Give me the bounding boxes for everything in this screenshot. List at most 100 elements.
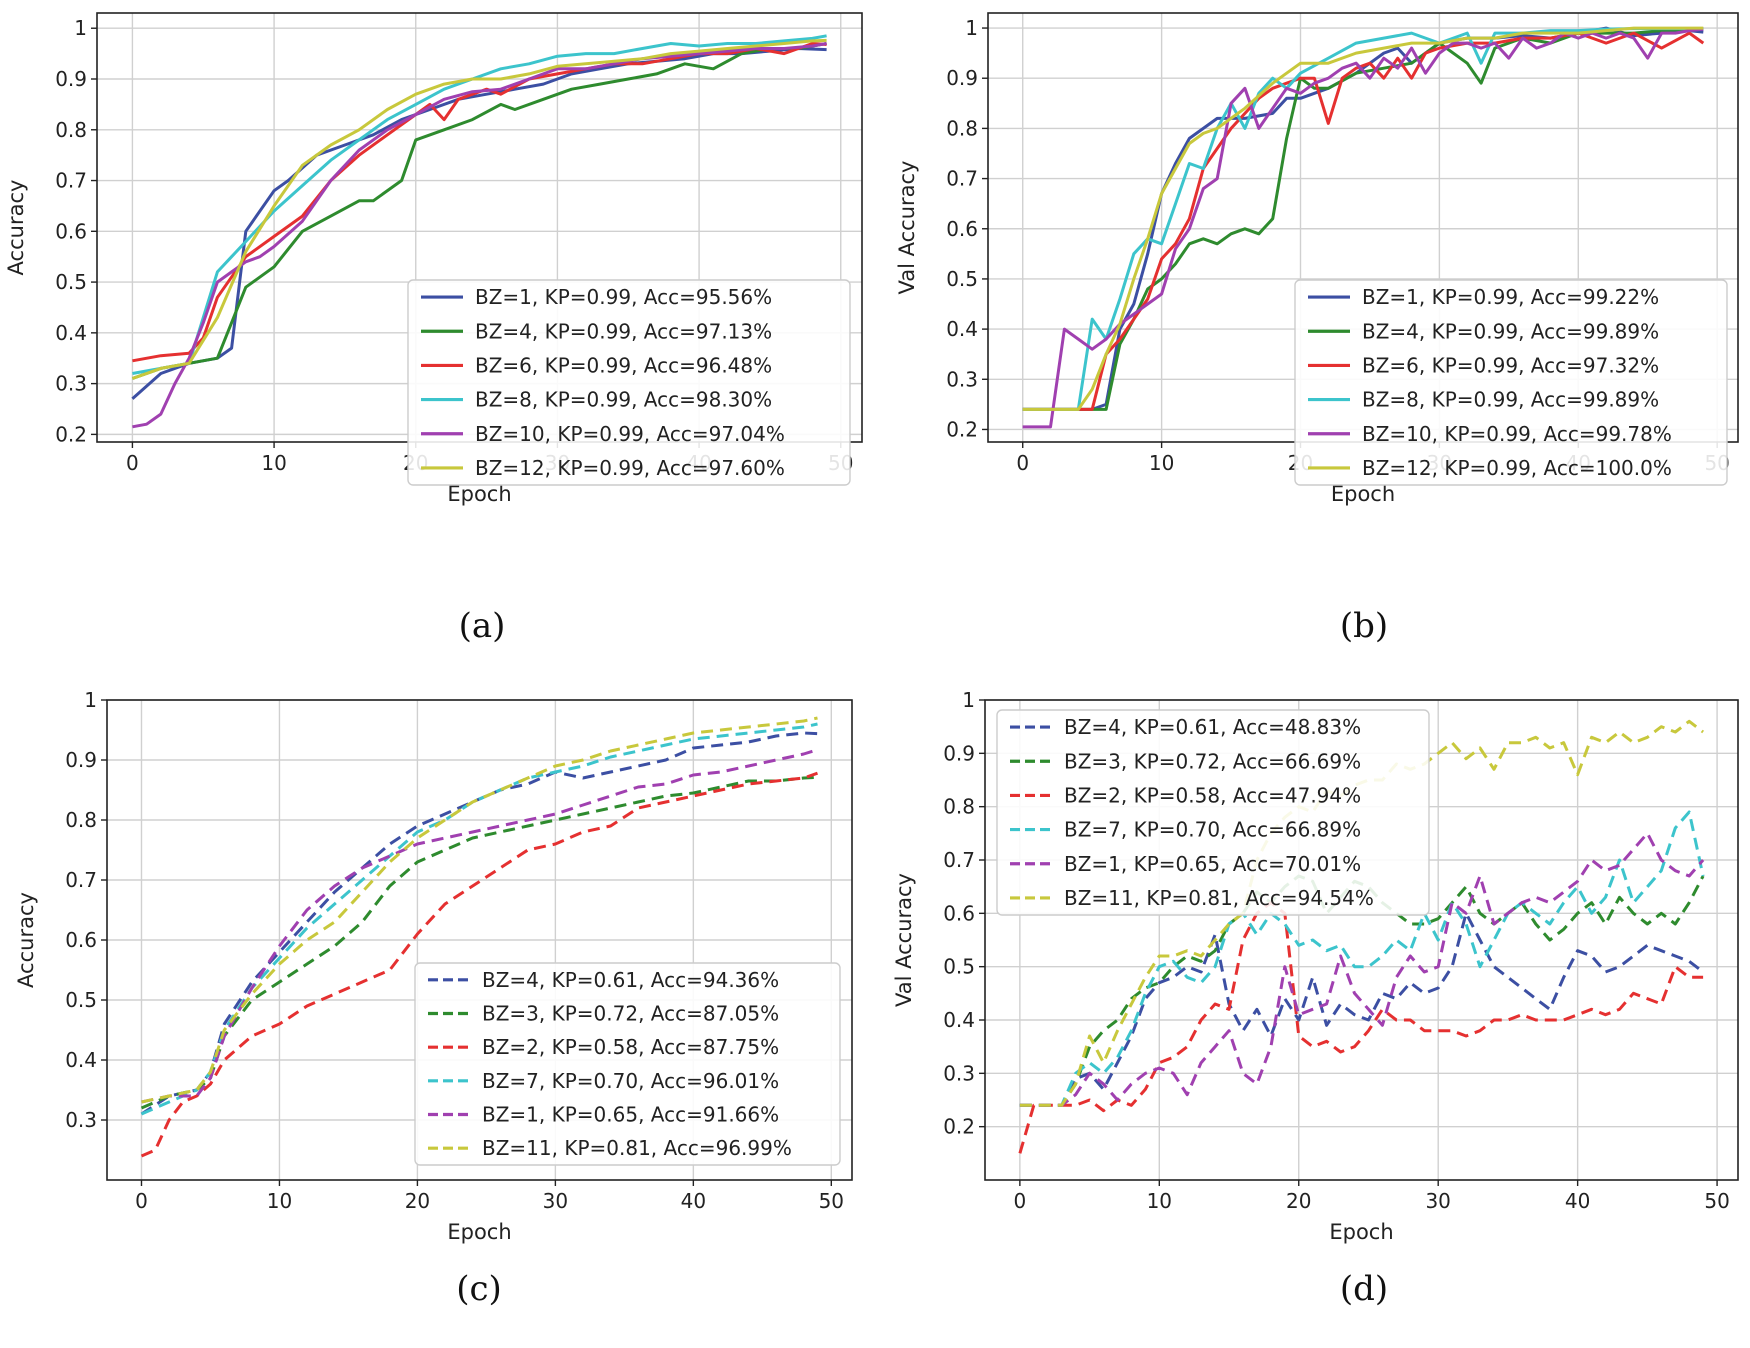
y-tick-label: 1: [84, 688, 97, 712]
legend-box: [414, 962, 841, 1166]
y-tick-label: 0.8: [65, 808, 97, 832]
y-tick-label: 0.2: [55, 422, 87, 446]
y-tick-label: 0.7: [65, 868, 97, 892]
series-line-2: [131, 42, 827, 380]
y-tick-label: 0.5: [65, 988, 97, 1012]
legend-entry-3: BZ=6, KP=0.99, Acc=97.32%: [1362, 353, 1659, 377]
legend-entry-5: BZ=1, KP=0.65, Acc=70.01%: [1064, 852, 1361, 876]
legend-entry-6: BZ=12, KP=0.99, Acc=100.0%: [1362, 456, 1672, 480]
x-tick-label: 40: [1565, 1189, 1590, 1213]
legend-entry-5: BZ=10, KP=0.99, Acc=99.78%: [1362, 422, 1672, 446]
y-axis-label: Val Accuracy: [892, 873, 916, 1007]
series-line-5: [132, 42, 827, 429]
panel-caption: (a): [459, 606, 506, 646]
y-tick-label: 0.2: [943, 1115, 975, 1139]
y-tick-label: 0.3: [943, 1061, 975, 1085]
legend-entry-1: BZ=1, KP=0.99, Acc=95.56%: [475, 285, 772, 309]
x-tick-label: 20: [1286, 1189, 1311, 1213]
y-axis-label: Accuracy: [4, 180, 28, 276]
legend-entry-5: BZ=10, KP=0.99, Acc=97.04%: [475, 422, 785, 446]
x-axis-label: Epoch: [447, 482, 511, 506]
legend-entry-6: BZ=12, KP=0.99, Acc=97.60%: [475, 456, 785, 480]
y-tick-label: 0.6: [946, 217, 978, 241]
series-line-1: [1019, 911, 1705, 1107]
legend-entry-5: BZ=1, KP=0.65, Acc=91.66%: [482, 1103, 779, 1127]
x-tick-label: 0: [135, 1189, 148, 1213]
chart-panel-a: 010203040500.20.30.40.50.60.70.80.91Epoc…: [4, 12, 863, 646]
legend-entry-1: BZ=1, KP=0.99, Acc=99.22%: [1362, 285, 1659, 309]
x-axis-label: Epoch: [447, 1220, 511, 1244]
series-line-6: [131, 38, 827, 380]
y-tick-label: 0.5: [943, 955, 975, 979]
x-tick-label: 0: [126, 451, 139, 475]
legend-box: [1294, 279, 1728, 486]
y-tick-label: 0.4: [55, 321, 87, 345]
x-tick-label: 10: [1147, 1189, 1172, 1213]
x-tick-label: 0: [1016, 451, 1029, 475]
series-line-6: [1022, 26, 1704, 411]
y-tick-label: 0.4: [946, 317, 978, 341]
y-tick-label: 1: [74, 16, 87, 40]
y-tick-label: 0.6: [943, 901, 975, 925]
y-tick-label: 0.4: [65, 1048, 97, 1072]
x-axis-label: Epoch: [1331, 482, 1395, 506]
legend-entry-3: BZ=6, KP=0.99, Acc=96.48%: [475, 353, 772, 377]
x-tick-label: 50: [819, 1189, 844, 1213]
x-tick-label: 30: [1425, 1189, 1450, 1213]
y-tick-label: 0.8: [55, 118, 87, 142]
y-tick-label: 0.2: [946, 417, 978, 441]
y-tick-label: 0.5: [55, 270, 87, 294]
y-tick-label: 0.9: [55, 67, 87, 91]
series-line-3: [1022, 31, 1705, 411]
y-tick-label: 0.8: [943, 795, 975, 819]
legend-entry-4: BZ=8, KP=0.99, Acc=99.89%: [1362, 388, 1659, 412]
y-tick-label: 0.6: [65, 928, 97, 952]
y-tick-label: 0.3: [65, 1108, 97, 1132]
chart-panel-b: 010203040500.20.30.40.50.60.70.80.91Epoc…: [895, 12, 1739, 646]
y-tick-label: 1: [965, 16, 978, 40]
legend-box: [996, 709, 1430, 916]
y-tick-label: 0.3: [55, 372, 87, 396]
panel-caption: (b): [1340, 606, 1388, 646]
x-tick-label: 50: [1704, 1189, 1729, 1213]
legend-box: [407, 279, 851, 486]
series-line-4: [1022, 27, 1704, 411]
legend-entry-4: BZ=7, KP=0.70, Acc=66.89%: [1064, 818, 1361, 842]
x-tick-label: 20: [405, 1189, 430, 1213]
legend-entry-2: BZ=4, KP=0.99, Acc=99.89%: [1362, 319, 1659, 343]
series-line-1: [140, 731, 818, 1116]
plot-frame: [984, 699, 1739, 1181]
panel-caption: (c): [456, 1269, 502, 1309]
x-tick-label: 10: [267, 1189, 292, 1213]
x-tick-label: 10: [261, 451, 286, 475]
y-tick-label: 0.4: [943, 1008, 975, 1032]
legend-entry-2: BZ=3, KP=0.72, Acc=66.69%: [1064, 749, 1361, 773]
x-axis-label: Epoch: [1329, 1220, 1393, 1244]
y-tick-label: 0.9: [943, 741, 975, 765]
legend-entry-4: BZ=8, KP=0.99, Acc=98.30%: [475, 388, 772, 412]
legend-entry-1: BZ=4, KP=0.61, Acc=48.83%: [1064, 715, 1361, 739]
y-tick-label: 0.5: [946, 267, 978, 291]
y-tick-label: 1: [962, 688, 975, 712]
y-tick-label: 0.9: [946, 66, 978, 90]
x-tick-label: 10: [1149, 451, 1174, 475]
series-line-2: [1022, 27, 1704, 411]
legend-entry-6: BZ=11, KP=0.81, Acc=96.99%: [482, 1136, 792, 1160]
y-tick-label: 0.6: [55, 219, 87, 243]
series-line-2: [140, 775, 818, 1110]
series-line-4: [1019, 810, 1705, 1107]
y-axis-label: Accuracy: [14, 892, 38, 988]
legend-entry-2: BZ=3, KP=0.72, Acc=87.05%: [482, 1002, 779, 1026]
series-line-5: [1019, 831, 1705, 1107]
y-tick-label: 0.9: [65, 748, 97, 772]
legend-entry-3: BZ=2, KP=0.58, Acc=87.75%: [482, 1035, 779, 1059]
legend-entry-1: BZ=4, KP=0.61, Acc=94.36%: [482, 968, 779, 992]
y-axis-label: Val Accuracy: [895, 161, 919, 295]
legend-entry-6: BZ=11, KP=0.81, Acc=94.54%: [1064, 886, 1374, 910]
y-tick-label: 0.3: [946, 367, 978, 391]
series-line-3: [1018, 901, 1704, 1154]
series-line-6: [141, 716, 818, 1104]
x-tick-label: 40: [681, 1189, 706, 1213]
chart-panel-c: 0 10 20 30 40 50 0.3 0.4 0.5 0.6 0.7 0.8 0.9 1 Epoch Ac…: [14, 688, 853, 1309]
